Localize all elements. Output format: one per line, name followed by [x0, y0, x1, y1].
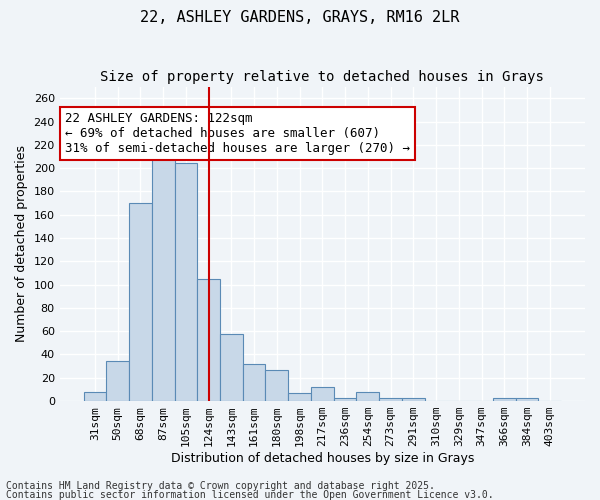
Bar — [83, 392, 106, 401]
Bar — [288, 393, 311, 401]
Bar — [106, 362, 129, 401]
Text: 22, ASHLEY GARDENS, GRAYS, RM16 2LR: 22, ASHLEY GARDENS, GRAYS, RM16 2LR — [140, 10, 460, 25]
Bar — [265, 370, 288, 401]
Title: Size of property relative to detached houses in Grays: Size of property relative to detached ho… — [100, 70, 544, 84]
Bar — [243, 364, 265, 401]
Bar — [129, 203, 152, 401]
Bar — [356, 392, 379, 401]
Text: Contains public sector information licensed under the Open Government Licence v3: Contains public sector information licen… — [6, 490, 494, 500]
Bar — [197, 279, 220, 401]
Y-axis label: Number of detached properties: Number of detached properties — [15, 146, 28, 342]
Bar — [402, 398, 425, 401]
Bar — [334, 398, 356, 401]
Bar — [311, 387, 334, 401]
X-axis label: Distribution of detached houses by size in Grays: Distribution of detached houses by size … — [170, 452, 474, 465]
Bar — [515, 398, 538, 401]
Bar — [220, 334, 243, 401]
Text: Contains HM Land Registry data © Crown copyright and database right 2025.: Contains HM Land Registry data © Crown c… — [6, 481, 435, 491]
Bar — [493, 398, 515, 401]
Bar — [175, 164, 197, 401]
Text: 22 ASHLEY GARDENS: 122sqm
← 69% of detached houses are smaller (607)
31% of semi: 22 ASHLEY GARDENS: 122sqm ← 69% of detac… — [65, 112, 410, 154]
Bar — [379, 398, 402, 401]
Bar — [152, 158, 175, 401]
